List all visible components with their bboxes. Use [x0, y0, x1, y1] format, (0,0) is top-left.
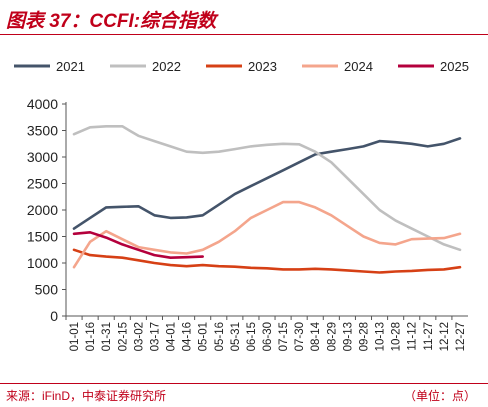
x-tick-label: 01-31 — [101, 322, 113, 351]
x-tick-label: 10-13 — [375, 322, 387, 351]
ccfi-line-chart: 2021 2022 2023 2024 2025 0 500 1000 1500 2000 250… — [14, 59, 469, 351]
legend-label-2021: 2021 — [56, 59, 85, 74]
y-tick-label: 2000 — [27, 202, 58, 218]
y-tick-label: 3000 — [27, 149, 58, 165]
x-axis: 01-01 01-16 01-31 02-15 03-02 03-17 04-01 04-16… — [65, 315, 468, 351]
x-tick-label: 09-28 — [358, 322, 370, 351]
unit-note: （单位：点） — [403, 389, 476, 403]
x-tick-label: 07-15 — [278, 322, 290, 351]
chart-legend: 2021 2022 2023 2024 2025 — [14, 59, 469, 74]
y-tick-label: 0 — [50, 308, 58, 324]
legend-label-2023: 2023 — [248, 59, 277, 74]
series-lines — [72, 125, 462, 274]
x-tick-label: 08-29 — [326, 322, 338, 351]
series-line-2023 — [72, 248, 462, 274]
y-tick-label: 2500 — [27, 176, 58, 192]
y-tick-label: 4000 — [27, 96, 58, 112]
x-tick-label: 03-17 — [149, 322, 161, 351]
x-tick-label: 04-01 — [166, 322, 178, 351]
x-tick-label: 05-01 — [198, 322, 210, 351]
x-tick-label: 10-28 — [391, 322, 403, 351]
y-axis: 0 500 1000 1500 2000 2500 3000 3500 4000 — [27, 96, 67, 324]
source-divider — [0, 383, 488, 384]
title-divider — [0, 34, 488, 35]
x-tick-label: 04-16 — [182, 322, 194, 351]
figure-title: 图表 37：CCFI:综合指数 — [6, 11, 217, 32]
y-tick-label: 500 — [35, 282, 59, 298]
series-line-2021 — [72, 137, 462, 230]
x-tick-label: 01-01 — [69, 322, 81, 351]
series-line-2025 — [72, 231, 204, 259]
legend-label-2022: 2022 — [152, 59, 181, 74]
x-tick-label: 05-31 — [230, 322, 242, 351]
x-tick-label: 05-16 — [214, 322, 226, 351]
x-tick-label: 06-15 — [246, 322, 258, 351]
y-tick-label: 3500 — [27, 123, 58, 139]
x-tick-label: 08-14 — [310, 321, 322, 351]
x-tick-label: 02-15 — [117, 322, 129, 351]
legend-label-2025: 2025 — [440, 59, 469, 74]
series-line-2024 — [72, 200, 462, 269]
series-line-2022 — [72, 125, 462, 252]
x-tick-label: 09-13 — [342, 322, 354, 351]
x-tick-label: 06-30 — [262, 322, 274, 351]
x-tick-label: 11-12 — [407, 322, 419, 351]
x-tick-label: 01-16 — [85, 322, 97, 351]
x-tick-label: 03-02 — [133, 322, 145, 351]
source-note: 来源：iFinD，中泰证券研究所 — [6, 389, 167, 403]
x-tick-label: 12-12 — [439, 322, 451, 351]
legend-label-2024: 2024 — [344, 59, 373, 74]
y-tick-label: 1000 — [27, 255, 58, 271]
x-tick-label: 11-27 — [423, 322, 435, 351]
y-tick-label: 1500 — [27, 229, 58, 245]
x-tick-label: 12-27 — [455, 322, 467, 351]
x-tick-label: 07-30 — [294, 322, 306, 351]
